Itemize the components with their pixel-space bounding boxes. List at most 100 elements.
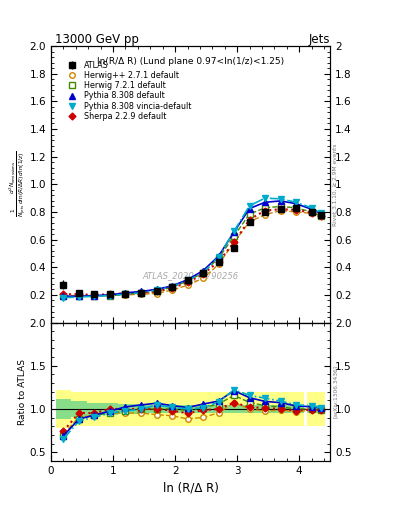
Pythia 8.308 vincia-default	[318, 210, 323, 217]
Herwig++ 2.7.1 default	[61, 292, 66, 298]
Herwig 7.2.1 default	[231, 233, 236, 239]
Herwig 7.2.1 default	[123, 291, 128, 297]
Herwig++ 2.7.1 default	[154, 290, 159, 296]
Pythia 8.308 default	[309, 206, 314, 212]
Sherpa 2.2.9 default	[154, 288, 159, 294]
Pythia 8.308 default	[77, 293, 81, 300]
Pythia 8.308 vincia-default	[170, 284, 174, 290]
Herwig++ 2.7.1 default	[216, 262, 221, 268]
Line: Herwig 7.2.1 default: Herwig 7.2.1 default	[61, 204, 323, 299]
Herwig 7.2.1 default	[170, 284, 174, 290]
Herwig 7.2.1 default	[139, 290, 143, 296]
Sherpa 2.2.9 default	[185, 280, 190, 286]
Herwig 7.2.1 default	[154, 288, 159, 294]
Herwig 7.2.1 default	[216, 255, 221, 261]
Herwig++ 2.7.1 default	[247, 219, 252, 225]
Herwig++ 2.7.1 default	[170, 287, 174, 293]
Pythia 8.308 vincia-default	[247, 203, 252, 209]
Herwig 7.2.1 default	[263, 205, 267, 211]
Pythia 8.308 default	[318, 210, 323, 217]
Herwig++ 2.7.1 default	[185, 282, 190, 288]
Herwig++ 2.7.1 default	[123, 292, 128, 298]
Pythia 8.308 vincia-default	[92, 293, 97, 300]
Pythia 8.308 vincia-default	[216, 254, 221, 260]
Herwig 7.2.1 default	[294, 205, 298, 211]
Herwig++ 2.7.1 default	[294, 209, 298, 215]
Pythia 8.308 vincia-default	[309, 205, 314, 211]
Pythia 8.308 vincia-default	[154, 287, 159, 293]
Herwig 7.2.1 default	[92, 292, 97, 298]
Pythia 8.308 default	[108, 292, 112, 298]
Pythia 8.308 vincia-default	[201, 270, 206, 276]
Herwig++ 2.7.1 default	[92, 292, 97, 298]
Text: [arXiv:1306.3436]: [arXiv:1306.3436]	[333, 365, 338, 418]
Sherpa 2.2.9 default	[318, 213, 323, 219]
Pythia 8.308 vincia-default	[278, 196, 283, 202]
Herwig 7.2.1 default	[278, 203, 283, 209]
Y-axis label: $\frac{1}{N_\mathrm{jets}}\frac{d^2N_\mathrm{emissions}}{d\ln(R/\Delta R)\,d\ln(: $\frac{1}{N_\mathrm{jets}}\frac{d^2N_\ma…	[8, 151, 28, 218]
Pythia 8.308 vincia-default	[231, 228, 236, 234]
Pythia 8.308 default	[231, 229, 236, 235]
Herwig++ 2.7.1 default	[108, 292, 112, 298]
Pythia 8.308 vincia-default	[185, 278, 190, 284]
Herwig 7.2.1 default	[309, 209, 314, 215]
Herwig 7.2.1 default	[247, 211, 252, 217]
Pythia 8.308 vincia-default	[139, 290, 143, 296]
Pythia 8.308 default	[123, 290, 128, 296]
Herwig 7.2.1 default	[61, 293, 66, 300]
Pythia 8.308 vincia-default	[294, 199, 298, 205]
Line: Pythia 8.308 default: Pythia 8.308 default	[61, 198, 323, 299]
Pythia 8.308 vincia-default	[108, 292, 112, 298]
Herwig 7.2.1 default	[318, 213, 323, 219]
Pythia 8.308 default	[92, 292, 97, 298]
Text: Rivet 3.1.10, ≥ 2.9M events: Rivet 3.1.10, ≥ 2.9M events	[333, 143, 338, 226]
Herwig++ 2.7.1 default	[278, 207, 283, 214]
Sherpa 2.2.9 default	[309, 209, 314, 216]
Pythia 8.308 vincia-default	[263, 195, 267, 201]
Sherpa 2.2.9 default	[92, 292, 97, 298]
Herwig 7.2.1 default	[77, 293, 81, 300]
Text: 13000 GeV pp: 13000 GeV pp	[55, 33, 139, 46]
Pythia 8.308 default	[154, 286, 159, 292]
Legend: ATLAS, Herwig++ 2.7.1 default, Herwig 7.2.1 default, Pythia 8.308 default, Pythi: ATLAS, Herwig++ 2.7.1 default, Herwig 7.…	[61, 58, 194, 123]
Pythia 8.308 default	[247, 205, 252, 211]
Herwig 7.2.1 default	[185, 278, 190, 284]
Sherpa 2.2.9 default	[216, 259, 221, 265]
Sherpa 2.2.9 default	[263, 207, 267, 214]
Herwig++ 2.7.1 default	[77, 292, 81, 298]
Pythia 8.308 vincia-default	[61, 294, 66, 301]
Pythia 8.308 default	[201, 268, 206, 274]
Pythia 8.308 default	[170, 283, 174, 289]
Pythia 8.308 default	[278, 198, 283, 204]
Sherpa 2.2.9 default	[61, 291, 66, 297]
Herwig++ 2.7.1 default	[309, 210, 314, 217]
Pythia 8.308 default	[61, 293, 66, 300]
Line: Herwig++ 2.7.1 default: Herwig++ 2.7.1 default	[61, 208, 323, 298]
Sherpa 2.2.9 default	[247, 217, 252, 223]
Herwig++ 2.7.1 default	[201, 275, 206, 282]
Sherpa 2.2.9 default	[123, 290, 128, 296]
Sherpa 2.2.9 default	[139, 290, 143, 296]
Pythia 8.308 default	[294, 201, 298, 207]
Text: Jets: Jets	[309, 33, 330, 46]
Pythia 8.308 default	[139, 288, 143, 294]
Pythia 8.308 default	[263, 199, 267, 205]
Herwig 7.2.1 default	[108, 292, 112, 298]
Line: Sherpa 2.2.9 default: Sherpa 2.2.9 default	[61, 207, 323, 297]
Sherpa 2.2.9 default	[231, 239, 236, 245]
Herwig++ 2.7.1 default	[263, 211, 267, 218]
Herwig++ 2.7.1 default	[231, 239, 236, 245]
Line: Pythia 8.308 vincia-default: Pythia 8.308 vincia-default	[61, 196, 323, 301]
Herwig 7.2.1 default	[201, 270, 206, 276]
Y-axis label: Ratio to ATLAS: Ratio to ATLAS	[18, 359, 27, 424]
X-axis label: ln (R/Δ R): ln (R/Δ R)	[163, 481, 219, 494]
Pythia 8.308 vincia-default	[123, 291, 128, 297]
Sherpa 2.2.9 default	[294, 207, 298, 213]
Herwig++ 2.7.1 default	[318, 213, 323, 219]
Sherpa 2.2.9 default	[77, 291, 81, 297]
Pythia 8.308 default	[185, 276, 190, 283]
Sherpa 2.2.9 default	[108, 291, 112, 297]
Pythia 8.308 vincia-default	[77, 294, 81, 300]
Herwig++ 2.7.1 default	[139, 291, 143, 297]
Sherpa 2.2.9 default	[278, 206, 283, 212]
